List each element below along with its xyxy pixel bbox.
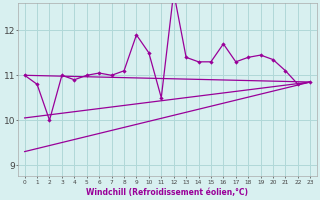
X-axis label: Windchill (Refroidissement éolien,°C): Windchill (Refroidissement éolien,°C) <box>86 188 249 197</box>
